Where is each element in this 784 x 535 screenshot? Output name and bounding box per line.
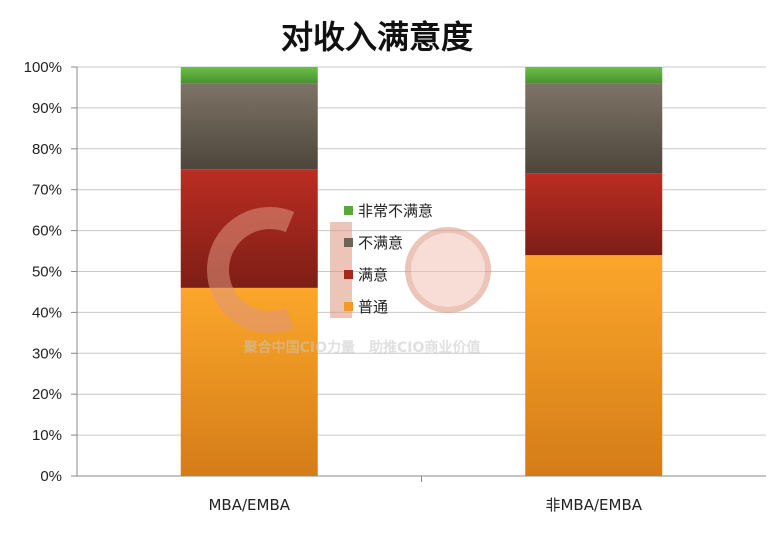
legend-label: 非常不满意 — [358, 202, 433, 220]
legend-swatch — [344, 238, 353, 247]
y-tick-label: 80% — [32, 141, 62, 158]
y-tick-label: 70% — [32, 182, 62, 199]
bar-segment — [180, 83, 318, 170]
y-tick-label: 10% — [32, 427, 62, 444]
watermark: 聚合中国CIO力量 助推CIO商业价值 — [207, 207, 491, 356]
legend-label: 普通 — [358, 298, 388, 316]
chart-title: 对收入满意度 — [281, 18, 473, 56]
bar-segment — [525, 67, 663, 84]
y-tick-label: 30% — [32, 345, 62, 362]
legend-swatch — [344, 206, 353, 215]
watermark-seal — [405, 227, 491, 313]
y-tick-label: 20% — [32, 386, 62, 403]
y-tick-label: 0% — [40, 468, 62, 485]
x-category-label: MBA/EMBA — [208, 496, 290, 514]
legend-label: 满意 — [358, 266, 388, 284]
y-tick-label: 90% — [32, 100, 62, 117]
x-category-labels: MBA/EMBA 非MBA/EMBA — [208, 496, 642, 514]
watermark-slogan: 聚合中国CIO力量 助推CIO商业价值 — [243, 339, 481, 356]
bar-segment — [525, 255, 663, 476]
bar-segment — [525, 173, 663, 256]
y-tick-label: 40% — [32, 304, 62, 321]
legend-swatch — [344, 270, 353, 279]
bar-segment — [180, 67, 318, 84]
legend-label: 不满意 — [358, 234, 403, 252]
legend-swatch — [344, 302, 353, 311]
y-tick-labels: 0% 10% 20% 30% 40% 50% 60% 70% 80% 90% 100% — [24, 59, 62, 485]
x-category-label: 非MBA/EMBA — [545, 496, 642, 514]
watermark-logo-c — [207, 207, 295, 333]
y-tick-label: 100% — [24, 59, 62, 76]
y-tick-label: 60% — [32, 223, 62, 240]
y-tick-label: 50% — [32, 264, 62, 281]
bar-segment — [525, 83, 663, 174]
